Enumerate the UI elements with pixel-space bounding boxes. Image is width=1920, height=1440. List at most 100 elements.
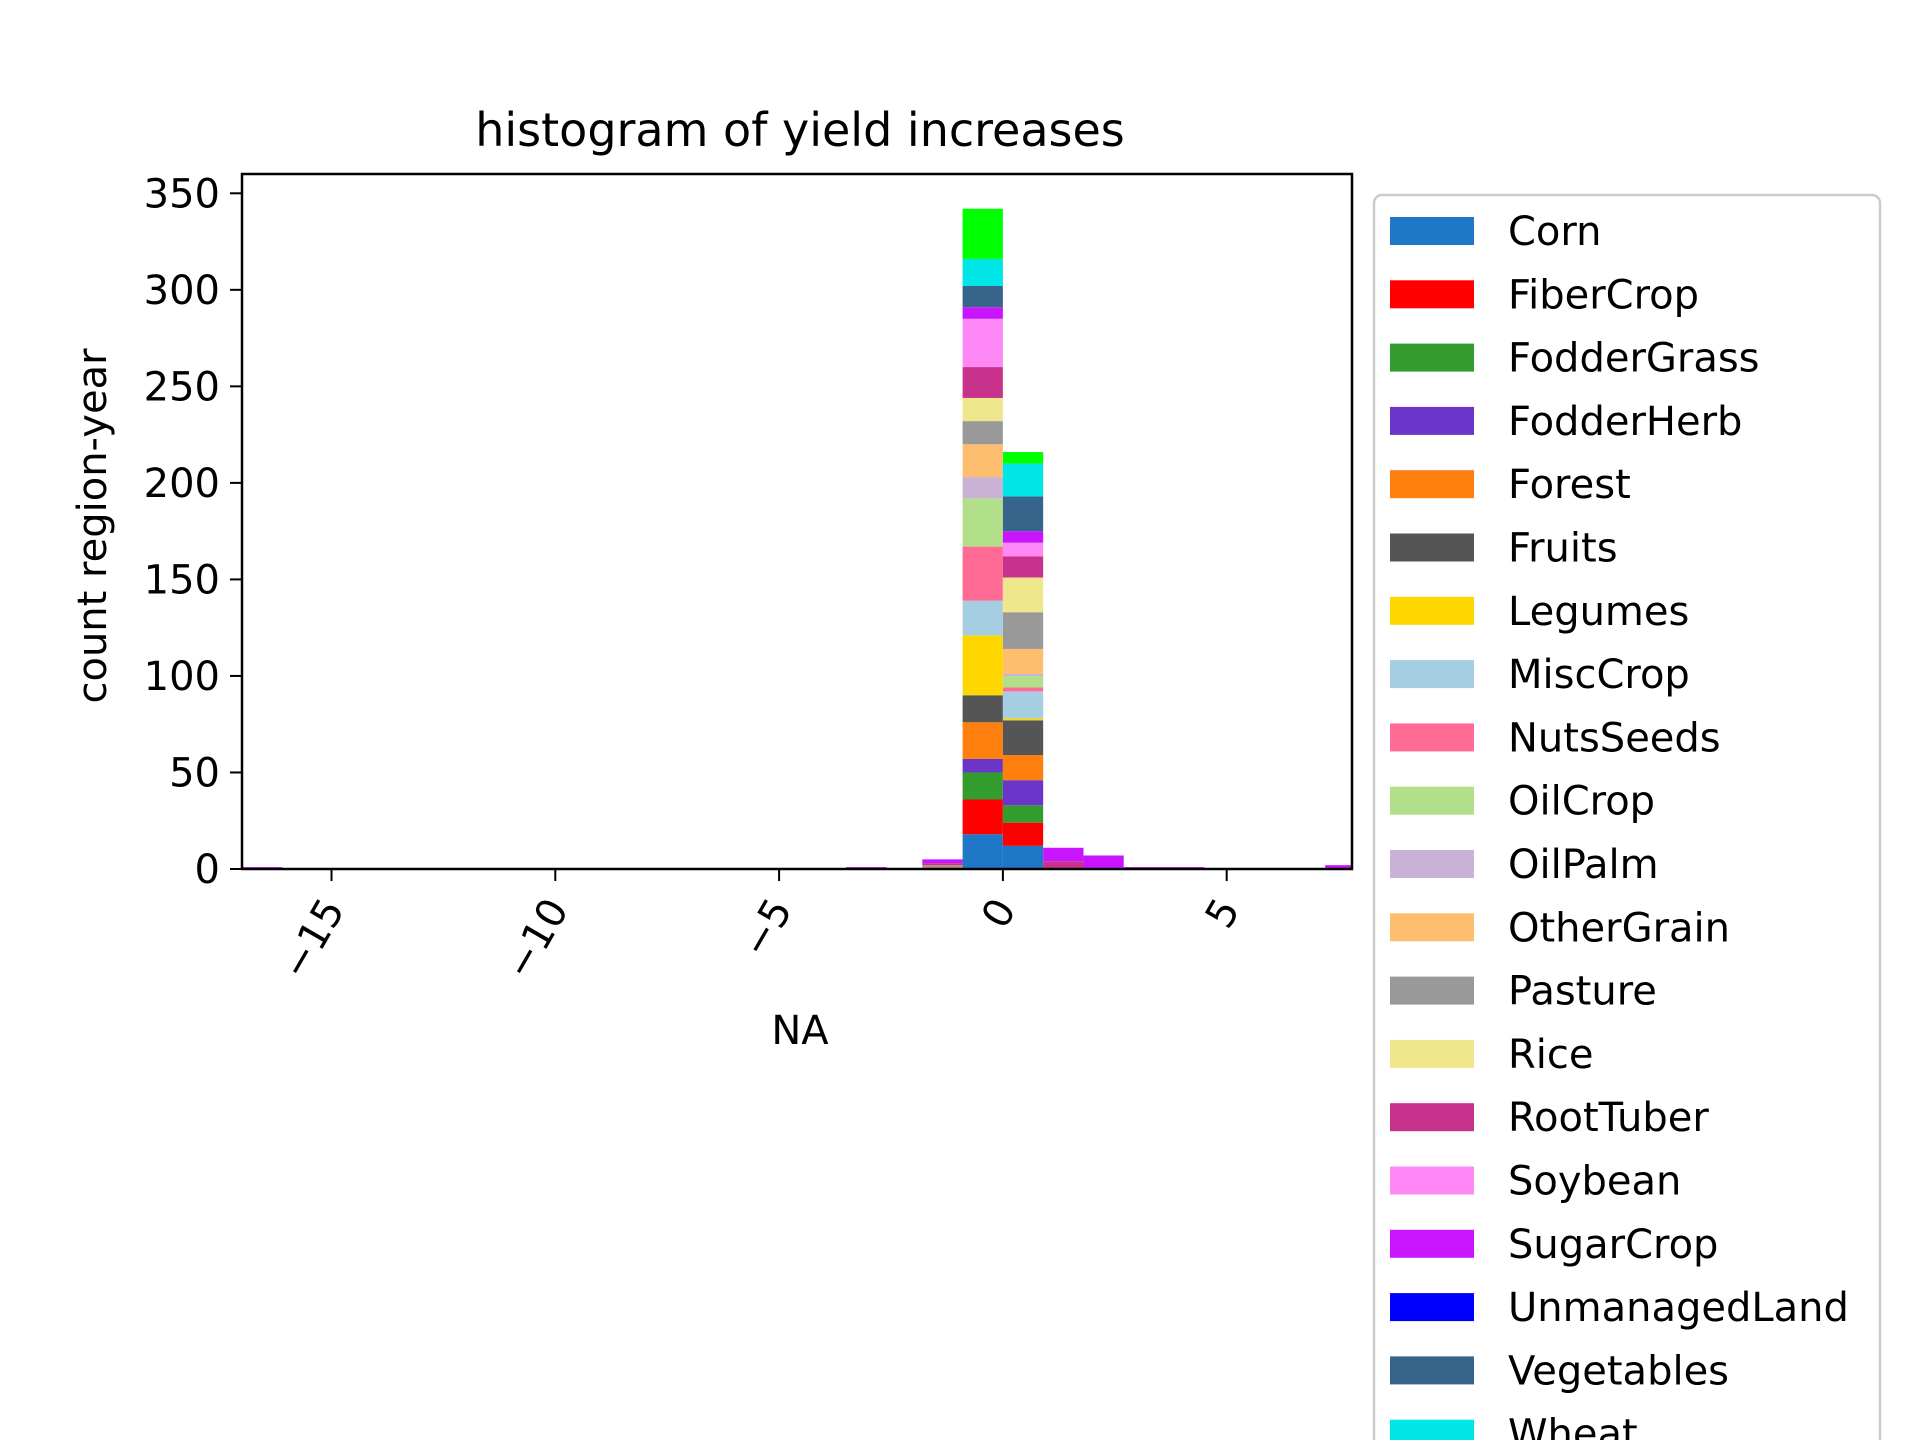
bar-segment-rice (1002, 577, 1044, 613)
bar-segment-roottuber (922, 863, 963, 866)
legend-box (1372, 193, 1882, 1440)
bar-segment-fibercrop (1002, 822, 1044, 846)
bar-segment-foddergrass (1002, 805, 1044, 823)
legend-swatch-soybean (1390, 1166, 1474, 1195)
legend-label-fibercrop: FiberCrop (1508, 272, 1699, 318)
bar-segment-wheat (1002, 463, 1044, 497)
x-axis: −15 −10 −5 0 5 (272, 869, 1249, 987)
bar-segment-nutsseeds (962, 546, 1003, 601)
legend: Corn FiberCrop FodderGrass FodderHerb Forest… (1372, 193, 1882, 1440)
y-tick-label: 100 (144, 654, 220, 700)
legend-label-nutsseeds: NutsSeeds (1508, 715, 1721, 761)
legend-label-pasture: Pasture (1508, 969, 1657, 1015)
bar-segment-vegetables (1002, 496, 1044, 532)
legend-swatch-othergrain (1390, 913, 1474, 942)
legend-swatch-oilpalm (1390, 850, 1474, 878)
legend-swatch-nutsseeds (1390, 723, 1474, 752)
bar-segment-sugarcrop (922, 859, 963, 864)
legend-label-legumes: Legumes (1508, 589, 1689, 635)
legend-label-fodderherb: FodderHerb (1508, 399, 1742, 445)
legend-label-oilpalm: OilPalm (1508, 842, 1659, 888)
x-tick-label: 0 (973, 891, 1026, 936)
legend-swatch-forest (1390, 470, 1474, 499)
legend-label-fruits: Fruits (1508, 526, 1618, 572)
x-tick-label: 5 (1197, 891, 1250, 936)
bar-segment-foddergrass (962, 772, 1003, 800)
bar-segment-fibercrop (962, 799, 1003, 835)
chart-title: histogram of yield increases (475, 103, 1125, 157)
legend-swatch-oilcrop (1390, 786, 1474, 815)
bar-segment-roottuber (1043, 861, 1084, 869)
legend-swatch-vegetables (1390, 1356, 1474, 1385)
bar-segment-roottuber (1002, 556, 1044, 578)
bar-segment-roottuber (962, 367, 1003, 398)
legend-swatch-misccrop (1390, 660, 1474, 689)
legend-swatch-fibercrop (1390, 280, 1474, 309)
bar-segment-fruits (1002, 720, 1044, 756)
y-axis: 0 50 100 150 200 250 300 350 (144, 171, 242, 893)
y-tick-label: 50 (169, 750, 220, 796)
bar-segment-pasture (1002, 612, 1044, 649)
y-tick-label: 350 (144, 171, 220, 217)
legend-label-oilcrop: OilCrop (1508, 779, 1655, 825)
bar-segment-othergrain (962, 444, 1003, 478)
bar-segment-oilcrop (1002, 675, 1044, 688)
legend-swatch-roottuber (1390, 1103, 1474, 1132)
legend-label-misccrop: MiscCrop (1508, 652, 1690, 698)
bar-segment-corn (1002, 845, 1044, 869)
bar-segment-corn (962, 834, 1003, 869)
legend-swatch-fruits (1390, 533, 1474, 562)
legend-swatch-rice (1390, 1039, 1474, 1068)
legend-swatch-corn (1390, 217, 1474, 245)
bar-segment-misccrop (1002, 691, 1044, 719)
legend-label-forest: Forest (1508, 462, 1631, 508)
bar-segment-sugarcrop (962, 307, 1003, 319)
bar-segment-oilcrop (962, 498, 1003, 547)
legend-swatch-foddergrass (1390, 343, 1474, 372)
plot-area (240, 172, 1354, 871)
legend-label-othergrain: OtherGrain (1508, 905, 1730, 951)
bar-segment-wheat (962, 258, 1003, 286)
bar-segment-othergrain (1002, 648, 1044, 675)
bars (242, 208, 1352, 869)
bar-segment-oilpalm (962, 477, 1003, 499)
legend-swatch-legumes (1390, 596, 1474, 625)
plot-frame (240, 172, 1354, 871)
x-axis-label: NA (771, 1008, 829, 1054)
bar-segment-series-20 (1002, 452, 1044, 464)
bar-segment-misccrop (962, 600, 1003, 636)
bar-segment-fruits (962, 695, 1003, 723)
bar-segment-series-20 (962, 208, 1003, 259)
bar-segment-fodderherb (962, 758, 1003, 773)
legend-swatch-fodderherb (1390, 406, 1474, 435)
legend-label-sugarcrop: SugarCrop (1508, 1222, 1718, 1268)
legend-swatch-pasture (1390, 976, 1474, 1005)
bar-segment-pasture (962, 421, 1003, 445)
bar-segment-forest (1002, 755, 1044, 781)
bar-segment-fodderherb (1002, 780, 1044, 806)
x-tick-label: −15 (272, 891, 354, 987)
y-tick-label: 0 (195, 847, 220, 893)
bar-segment-vegetables (962, 285, 1003, 308)
y-tick-label: 250 (144, 364, 220, 410)
y-tick-label: 200 (144, 461, 220, 507)
legend-label-vegetables: Vegetables (1508, 1348, 1729, 1394)
legend-label-rice: Rice (1508, 1032, 1594, 1078)
y-axis-label: count region-year (70, 348, 116, 704)
legend-swatch-sugarcrop (1390, 1229, 1474, 1258)
legend-label-soybean: Soybean (1508, 1159, 1681, 1205)
x-tick-label: −5 (732, 891, 801, 965)
x-tick-label: −10 (496, 891, 578, 987)
bar-segment-legumes (1002, 718, 1044, 721)
legend-label-foddergrass: FodderGrass (1508, 336, 1760, 382)
bar-segment-sugarcrop (1043, 847, 1084, 862)
legend-label-unmanagedland: UnmanagedLand (1508, 1285, 1849, 1331)
bar-segment-legumes (962, 635, 1003, 696)
bar-segment-oilpalm (1002, 674, 1044, 676)
legend-swatch-unmanagedland (1390, 1293, 1474, 1322)
legend-swatch-wheat (1390, 1419, 1474, 1440)
bar-segment-sugarcrop (1325, 865, 1352, 869)
bar-segment-sugarcrop (1002, 531, 1044, 543)
bar-segment-rice (962, 397, 1003, 422)
